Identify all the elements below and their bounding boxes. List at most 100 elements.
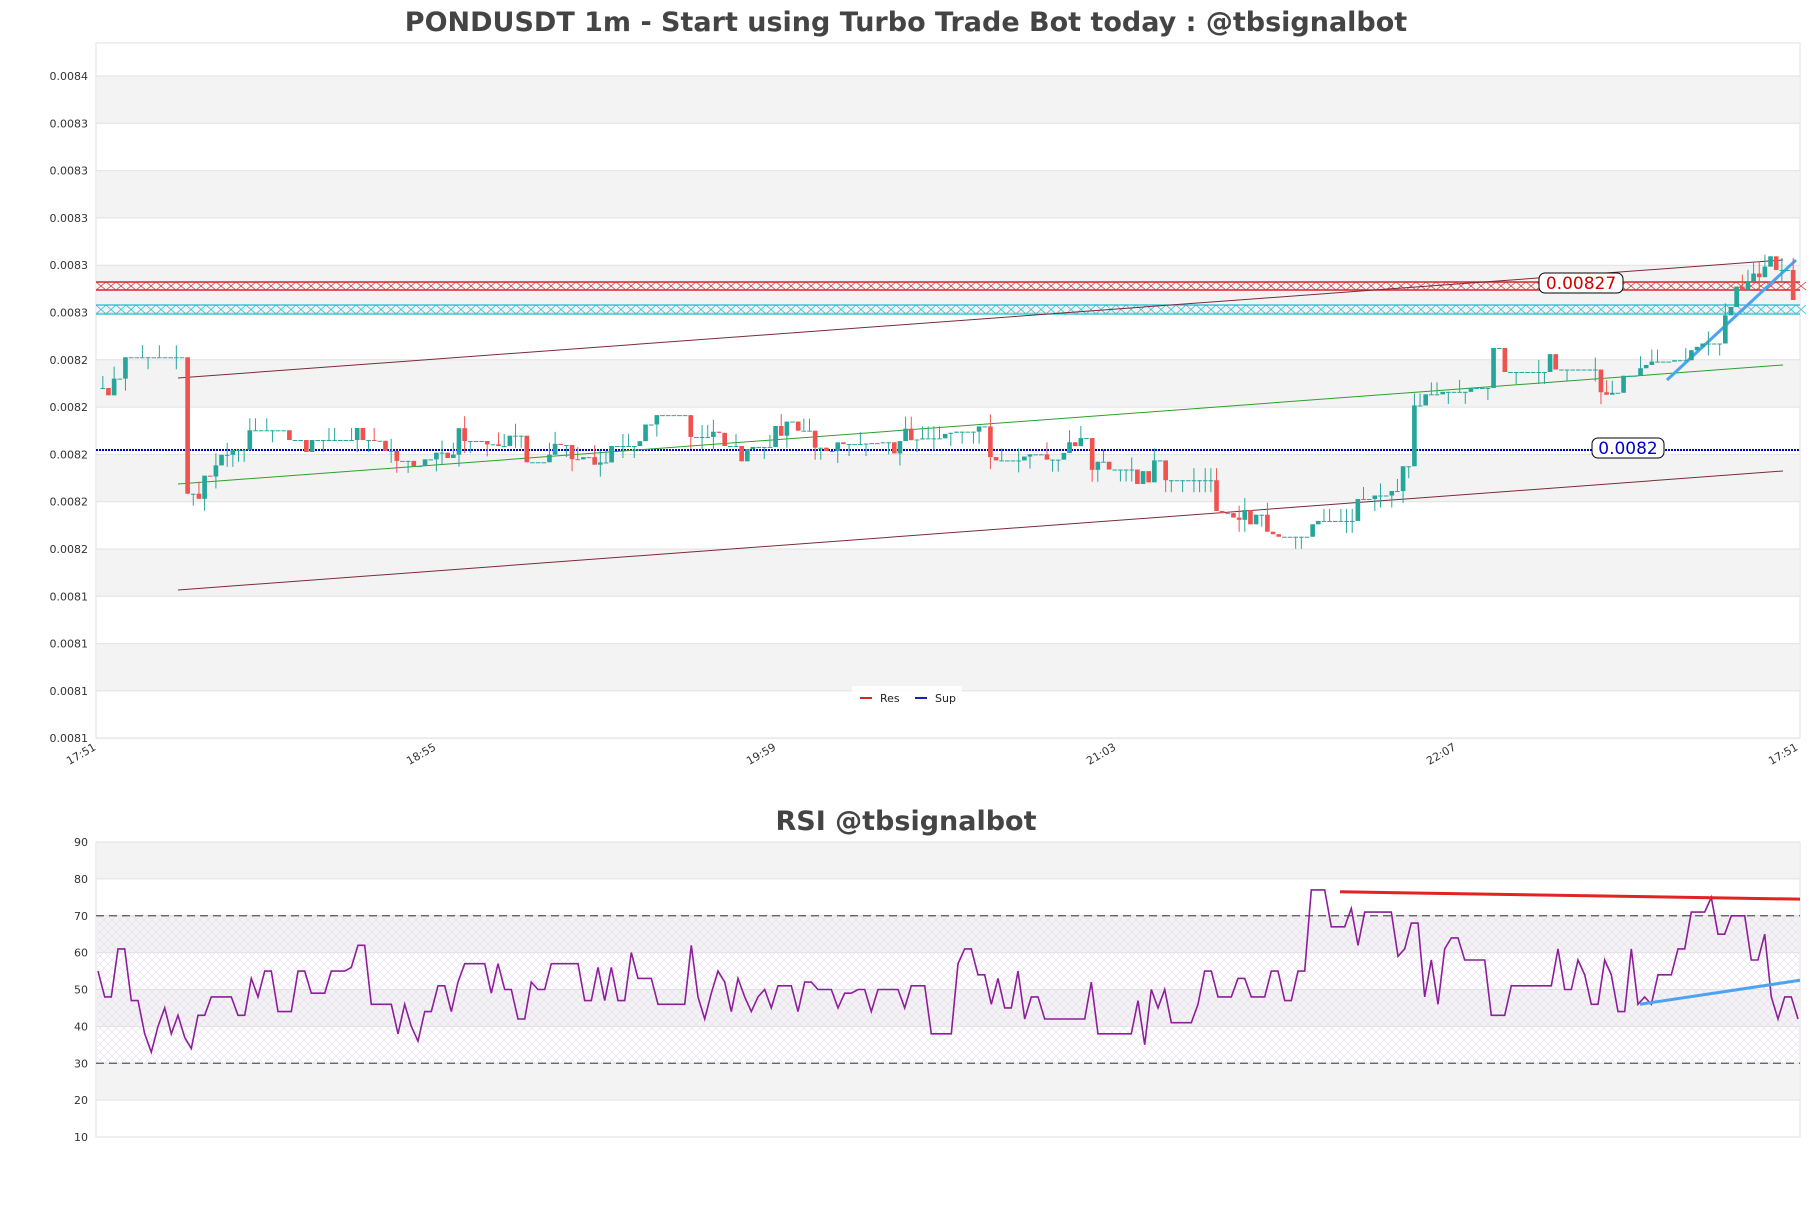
candle-body: [1581, 369, 1587, 371]
candle-body: [1626, 375, 1632, 377]
candle-body: [1304, 536, 1310, 538]
candle-body: [1061, 452, 1067, 460]
candle-body: [241, 449, 247, 451]
candle-body: [513, 435, 518, 437]
candle-body: [196, 493, 202, 499]
candle-body: [654, 415, 660, 425]
candle-body: [643, 424, 648, 442]
candle-body: [354, 428, 360, 440]
candle-body: [434, 452, 439, 460]
candle-body: [1146, 471, 1152, 483]
price-y-tick-label: 0.0081: [50, 685, 89, 698]
candle-body: [1609, 392, 1615, 395]
candle-body: [1768, 256, 1773, 267]
candle-body: [264, 430, 270, 432]
candle-body: [309, 440, 315, 452]
rsi-line: [97, 889, 1799, 1055]
candle-body: [1214, 480, 1219, 511]
candle-body: [1745, 281, 1751, 291]
candle-body: [852, 444, 858, 446]
rsi-y-tick-label: 70: [74, 910, 88, 923]
candle-body: [377, 440, 383, 442]
candle-body: [151, 357, 157, 359]
candle-body: [1084, 438, 1089, 440]
candle-body: [1508, 372, 1513, 373]
candle-body: [1751, 273, 1756, 282]
price-y-tick-label: 0.0083: [50, 212, 89, 225]
candle-body: [1361, 499, 1366, 501]
candle-body: [1519, 372, 1525, 373]
rsi-y-tick-label: 30: [74, 1057, 88, 1070]
candle-body: [247, 430, 253, 450]
candle-body: [405, 460, 411, 462]
candle-body: [1299, 536, 1304, 538]
rsi-resistance-trend-line: [1339, 890, 1801, 901]
candle-body: [1118, 469, 1123, 471]
candle-body: [530, 462, 535, 464]
candle-body: [1180, 480, 1185, 482]
candle-body: [140, 357, 145, 359]
candle-body: [1332, 520, 1338, 522]
candle-body: [1293, 536, 1299, 538]
rsi-chart-title: RSI @tbsignalbot: [775, 806, 1036, 837]
candle-body: [999, 460, 1005, 462]
candle-body: [1417, 405, 1423, 407]
rsi-y-tick-label: 20: [74, 1094, 88, 1107]
candle-body: [230, 449, 236, 455]
candle-body: [253, 430, 258, 432]
candle-body: [287, 430, 292, 440]
candle-body: [490, 444, 496, 446]
price-x-tick-label: 19:59: [744, 741, 778, 768]
candle-body: [1282, 536, 1287, 538]
candle-body: [1248, 510, 1253, 525]
candle-body: [824, 447, 829, 452]
candle-body: [841, 442, 846, 445]
candle-body: [586, 457, 592, 459]
candle-body: [1072, 442, 1078, 447]
candle-body: [1395, 491, 1400, 493]
candle-body: [937, 438, 942, 440]
candle-body: [1355, 499, 1361, 521]
candle-body: [1412, 405, 1417, 467]
candle-body: [1655, 361, 1660, 363]
candle-body: [716, 431, 722, 433]
candle-body: [863, 443, 869, 445]
candle-body: [858, 444, 863, 446]
candle-body: [332, 440, 337, 441]
candle-body: [954, 431, 959, 433]
candle-body: [1338, 520, 1344, 522]
candle-body: [1067, 442, 1072, 453]
candle-body: [541, 462, 547, 464]
price-chart-title: PONDUSDT 1m - Start using Turbo Trade Bo…: [405, 7, 1408, 38]
price-y-tick-label: 0.0083: [50, 117, 89, 130]
candle-body: [496, 444, 501, 447]
candle-body: [1191, 480, 1197, 482]
candle-body: [1112, 469, 1118, 471]
candle-body: [699, 436, 705, 438]
candle-body: [507, 435, 513, 447]
candle-body: [1756, 273, 1762, 278]
candle-body: [388, 450, 394, 452]
candle-body: [869, 443, 875, 445]
candle-body: [123, 357, 128, 379]
candle-body: [965, 431, 971, 433]
candle-body: [337, 440, 343, 441]
candle-body: [219, 454, 224, 466]
candle-body: [976, 426, 982, 432]
candle-body: [1050, 459, 1055, 461]
candle-body: [1231, 513, 1236, 518]
candle-body: [1643, 364, 1649, 369]
candle-body: [942, 433, 948, 439]
candle-body: [886, 442, 891, 444]
candle-body: [880, 442, 886, 444]
candle-body: [914, 439, 920, 441]
candle-body: [1683, 360, 1689, 362]
candle-body: [1027, 454, 1033, 457]
candle-body: [626, 445, 631, 447]
candle-body: [111, 378, 117, 396]
candle-body: [812, 430, 818, 448]
price-y-tick-label: 0.0083: [50, 259, 89, 272]
candle-body: [501, 446, 507, 448]
candle-body: [1689, 350, 1694, 361]
candle-body: [1038, 454, 1044, 456]
